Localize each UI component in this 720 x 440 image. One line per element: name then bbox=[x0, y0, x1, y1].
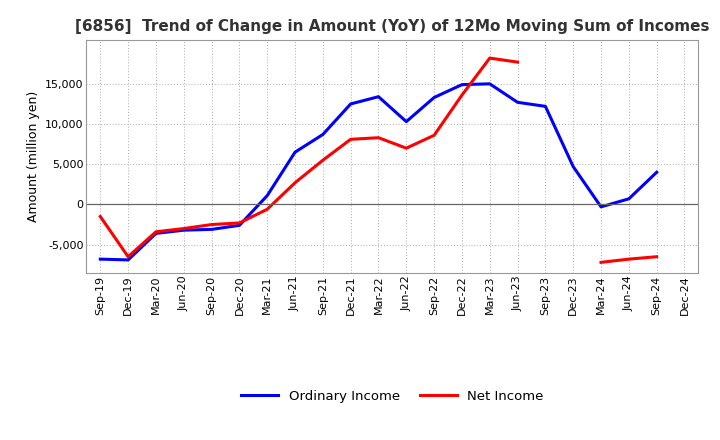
Net Income bbox=[597, 260, 606, 265]
Ordinary Income bbox=[291, 150, 300, 155]
Ordinary Income bbox=[569, 164, 577, 169]
Ordinary Income bbox=[346, 101, 355, 106]
Ordinary Income bbox=[318, 132, 327, 137]
Ordinary Income bbox=[207, 227, 216, 232]
Ordinary Income bbox=[374, 94, 383, 99]
Ordinary Income bbox=[235, 223, 243, 228]
Net Income bbox=[374, 135, 383, 140]
Net Income bbox=[207, 222, 216, 227]
Legend: Ordinary Income, Net Income: Ordinary Income, Net Income bbox=[236, 384, 549, 408]
Net Income bbox=[402, 146, 410, 151]
Net Income bbox=[179, 226, 188, 231]
Ordinary Income bbox=[152, 231, 161, 236]
Ordinary Income bbox=[624, 196, 633, 202]
Net Income bbox=[124, 254, 132, 259]
Ordinary Income bbox=[485, 81, 494, 87]
Ordinary Income bbox=[430, 95, 438, 100]
Net Income bbox=[652, 254, 661, 259]
Line: Ordinary Income: Ordinary Income bbox=[100, 84, 657, 260]
Net Income bbox=[624, 257, 633, 262]
Net Income bbox=[96, 214, 104, 219]
Net Income bbox=[346, 137, 355, 142]
Ordinary Income bbox=[541, 104, 550, 109]
Ordinary Income bbox=[597, 204, 606, 209]
Ordinary Income bbox=[179, 227, 188, 233]
Line: Net Income: Net Income bbox=[100, 58, 657, 262]
Ordinary Income bbox=[96, 257, 104, 262]
Net Income bbox=[458, 92, 467, 98]
Net Income bbox=[263, 207, 271, 212]
Ordinary Income bbox=[513, 100, 522, 105]
Ordinary Income bbox=[652, 170, 661, 175]
Ordinary Income bbox=[402, 119, 410, 124]
Ordinary Income bbox=[263, 193, 271, 198]
Y-axis label: Amount (million yen): Amount (million yen) bbox=[27, 91, 40, 222]
Ordinary Income bbox=[124, 257, 132, 263]
Net Income bbox=[152, 229, 161, 235]
Net Income bbox=[430, 132, 438, 138]
Net Income bbox=[318, 158, 327, 163]
Ordinary Income bbox=[458, 82, 467, 87]
Net Income bbox=[291, 180, 300, 185]
Net Income bbox=[235, 220, 243, 226]
Net Income bbox=[485, 55, 494, 61]
Net Income bbox=[513, 59, 522, 65]
Title: [6856]  Trend of Change in Amount (YoY) of 12Mo Moving Sum of Incomes: [6856] Trend of Change in Amount (YoY) o… bbox=[75, 19, 710, 34]
